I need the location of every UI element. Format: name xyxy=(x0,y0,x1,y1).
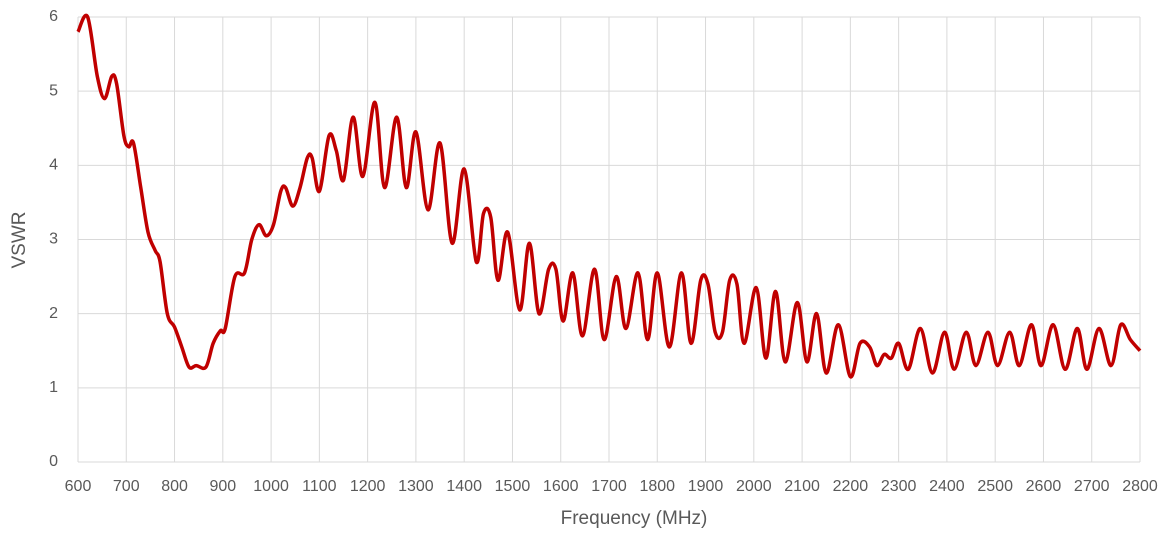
x-axis-label: Frequency (MHz) xyxy=(561,508,708,529)
line-series xyxy=(76,13,1142,379)
x-tick-label: 900 xyxy=(209,478,236,495)
y-axis-label: VSWR xyxy=(9,212,30,269)
x-tick-label: 1100 xyxy=(302,478,337,495)
x-tick-label: 1600 xyxy=(543,478,579,495)
x-tick-label: 1300 xyxy=(398,478,434,495)
x-tick-label: 2300 xyxy=(881,478,917,495)
x-tick-label: 2500 xyxy=(977,478,1013,495)
y-tick-label: 2 xyxy=(49,305,58,322)
x-tick-label: 2700 xyxy=(1074,478,1110,495)
x-tick-label: 800 xyxy=(161,478,188,495)
y-tick-label: 4 xyxy=(49,157,58,174)
x-tick-label: 1200 xyxy=(350,478,386,495)
x-tick-label: 1700 xyxy=(591,478,627,495)
x-tick-label: 2800 xyxy=(1122,478,1158,495)
y-tick-label: 0 xyxy=(49,453,58,470)
x-tick-label: 1000 xyxy=(253,478,289,495)
x-tick-label: 2100 xyxy=(784,478,820,495)
x-tick-label: 1400 xyxy=(446,478,482,495)
y-tick-label: 6 xyxy=(49,8,58,25)
x-tick-label: 1900 xyxy=(688,478,724,495)
y-tick-label: 1 xyxy=(49,379,58,396)
x-tick-label: 2400 xyxy=(929,478,965,495)
x-tick-label: 2000 xyxy=(736,478,772,495)
y-tick-label: 3 xyxy=(49,231,58,248)
x-tick-label: 2600 xyxy=(1026,478,1062,495)
x-tick-label: 1500 xyxy=(495,478,531,495)
x-tick-label: 700 xyxy=(113,478,140,495)
x-tick-label: 2200 xyxy=(833,478,869,495)
y-tick-label: 5 xyxy=(49,82,58,99)
x-tick-label: 1800 xyxy=(639,478,675,495)
x-tick-label: 600 xyxy=(65,478,92,495)
